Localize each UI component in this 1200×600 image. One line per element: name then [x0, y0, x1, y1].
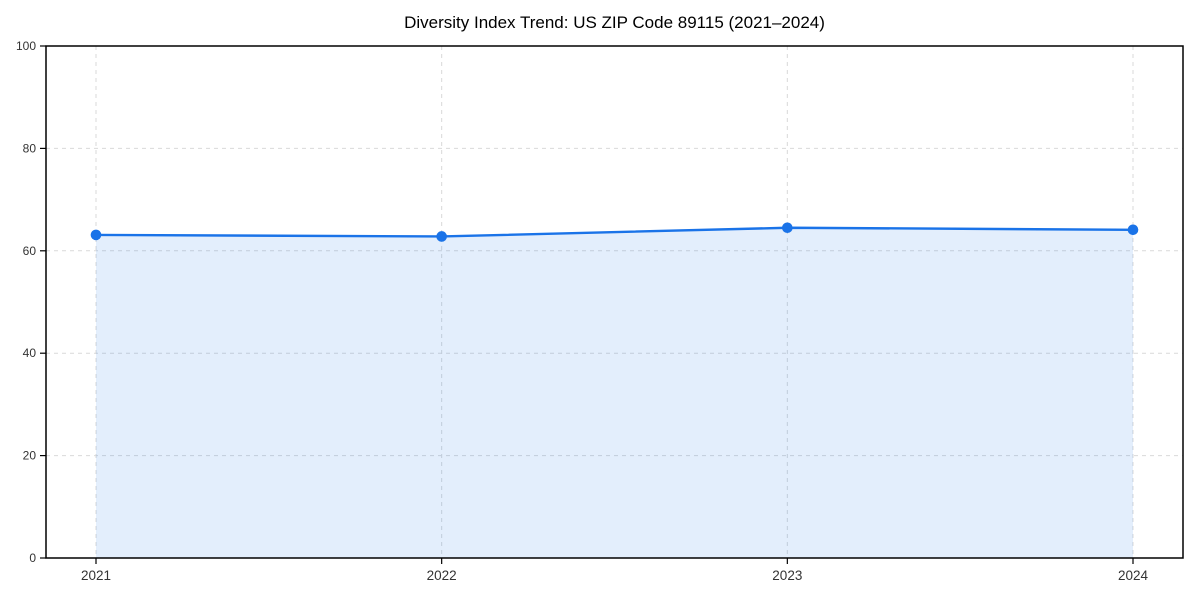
- y-tick-label: 20: [23, 449, 37, 463]
- x-tick-label: 2021: [81, 568, 111, 583]
- x-tick-label: 2024: [1118, 568, 1149, 583]
- data-point: [436, 231, 447, 242]
- plot-frame-layer: [45, 45, 1184, 559]
- plot-border: [45, 45, 1184, 559]
- axis-labels-layer: 0 20 40 60 80 100 2021 2022 2023 2024: [16, 39, 1149, 583]
- y-tick-label: 80: [23, 141, 37, 155]
- data-points-layer: [90, 222, 1139, 242]
- y-tick-label: 100: [16, 39, 36, 53]
- data-point: [1127, 224, 1139, 236]
- trend-line-layer: [94, 226, 1135, 238]
- area-fill: [96, 227, 1133, 558]
- data-point: [90, 229, 102, 241]
- y-tick-label: 40: [23, 346, 37, 360]
- gridlines-layer: [46, 46, 1183, 558]
- trend-line: [94, 226, 1135, 238]
- chart-title: Diversity Index Trend: US ZIP Code 89115…: [404, 13, 825, 32]
- x-tick-label: 2022: [427, 568, 457, 583]
- area-fill-layer: [96, 227, 1133, 558]
- axis-ticks-layer: [40, 45, 1134, 564]
- y-tick-label: 60: [23, 244, 37, 258]
- data-point: [782, 222, 793, 234]
- y-tick-label: 0: [29, 551, 36, 565]
- x-tick-label: 2023: [772, 568, 802, 583]
